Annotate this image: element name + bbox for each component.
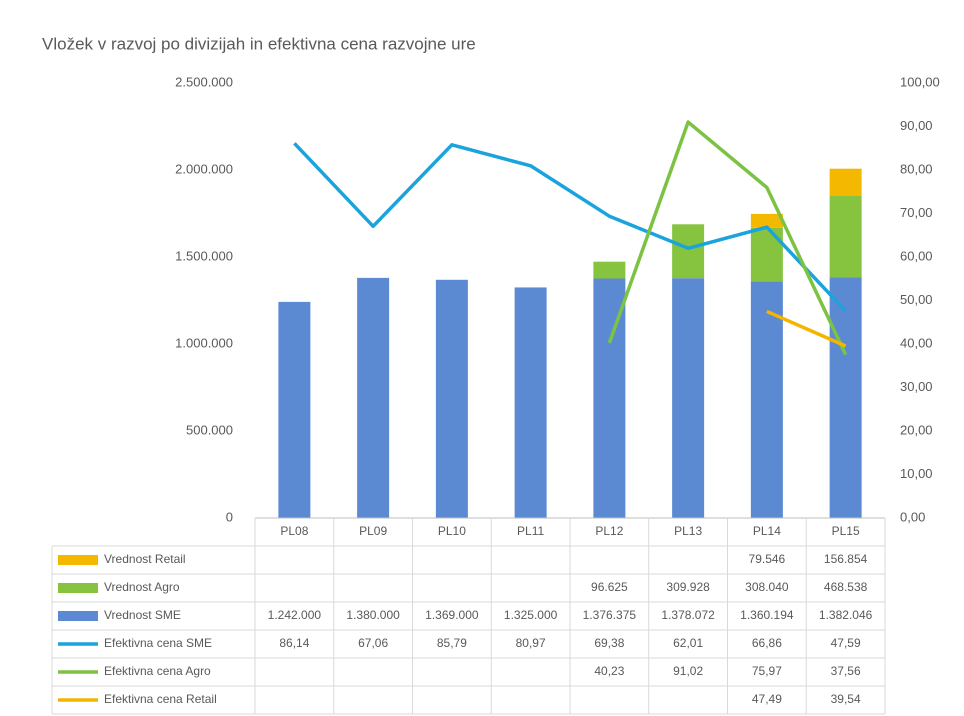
y-tick-label: 500.000 — [186, 422, 233, 437]
table-value: 40,23 — [594, 664, 624, 678]
legend-label: Efektivna cena SME — [104, 636, 212, 650]
legend-label: Efektivna cena Agro — [104, 664, 211, 678]
bar — [829, 277, 862, 518]
x-tick-label: PL11 — [517, 524, 544, 538]
table-value: 1.325.000 — [504, 608, 558, 622]
table-value: 69,38 — [594, 636, 624, 650]
bar — [593, 278, 626, 518]
y2-tick-label: 0,00 — [900, 509, 925, 524]
x-tick-label: PL12 — [595, 524, 623, 538]
y2-tick-label: 100,00 — [900, 74, 940, 89]
y-tick-label: 1.500.000 — [175, 248, 233, 263]
table-value: 86,14 — [279, 636, 309, 650]
bar — [672, 278, 705, 518]
bar — [435, 279, 468, 518]
table-value: 85,79 — [437, 636, 467, 650]
table-value: 66,86 — [752, 636, 782, 650]
x-tick-label: PL15 — [832, 524, 860, 538]
y2-tick-label: 20,00 — [900, 422, 933, 437]
y-tick-label: 0 — [226, 509, 233, 524]
table-value: 156.854 — [824, 552, 868, 566]
table-value: 1.378.072 — [661, 608, 715, 622]
legend-label: Vrednost Agro — [104, 580, 180, 594]
bar — [750, 281, 783, 518]
legend-label: Vrednost SME — [104, 608, 181, 622]
table-value: 47,59 — [831, 636, 861, 650]
y2-tick-label: 10,00 — [900, 466, 933, 481]
y2-tick-label: 70,00 — [900, 205, 933, 220]
y2-tick-label: 90,00 — [900, 118, 933, 133]
y-tick-label: 2.000.000 — [175, 161, 233, 176]
line — [607, 120, 848, 356]
y2-tick-label: 40,00 — [900, 335, 933, 350]
bar — [750, 213, 783, 228]
legend-label: Vrednost Retail — [104, 552, 186, 566]
x-tick-label: PL10 — [438, 524, 466, 538]
y2-tick-label: 80,00 — [900, 161, 933, 176]
bar — [672, 224, 705, 279]
table-value: 75,97 — [752, 664, 782, 678]
y2-tick-label: 50,00 — [900, 292, 933, 307]
table-value: 1.360.194 — [740, 608, 794, 622]
table-value: 1.380.000 — [346, 608, 400, 622]
bar — [750, 227, 783, 282]
table-value: 1.376.375 — [583, 608, 637, 622]
bar — [593, 261, 626, 279]
legend-label: Efektivna cena Retail — [104, 692, 217, 706]
table-value: 1.382.046 — [819, 608, 873, 622]
table-value: 91,02 — [673, 664, 703, 678]
legend-key — [58, 583, 98, 593]
table-value: 308.040 — [745, 580, 789, 594]
bar — [514, 287, 547, 518]
y-tick-label: 2.500.000 — [175, 74, 233, 89]
table-value: 62,01 — [673, 636, 703, 650]
table-value: 79.546 — [749, 552, 786, 566]
table-value: 96.625 — [591, 580, 628, 594]
legend-key — [58, 611, 98, 621]
table-value: 47,49 — [752, 692, 782, 706]
bar — [829, 168, 862, 196]
table-value: 1.242.000 — [268, 608, 322, 622]
x-tick-label: PL08 — [280, 524, 308, 538]
y2-tick-label: 60,00 — [900, 248, 933, 263]
table-value: 37,56 — [831, 664, 861, 678]
table-value: 1.369.000 — [425, 608, 479, 622]
bar — [357, 277, 390, 518]
table-value: 67,06 — [358, 636, 388, 650]
table-value: 468.538 — [824, 580, 868, 594]
y-tick-label: 1.000.000 — [175, 335, 233, 350]
x-tick-label: PL13 — [674, 524, 702, 538]
y2-tick-label: 30,00 — [900, 379, 933, 394]
x-tick-label: PL14 — [753, 524, 781, 538]
line — [293, 142, 847, 313]
line — [766, 309, 847, 348]
legend-key — [58, 555, 98, 565]
x-tick-label: PL09 — [359, 524, 387, 538]
chart-title: Vložek v razvoj po divizijah in efektivn… — [42, 34, 476, 53]
bar — [829, 195, 862, 278]
table-value: 80,97 — [516, 636, 546, 650]
table-value: 39,54 — [831, 692, 861, 706]
bar — [278, 301, 311, 518]
table-value: 309.928 — [666, 580, 710, 594]
